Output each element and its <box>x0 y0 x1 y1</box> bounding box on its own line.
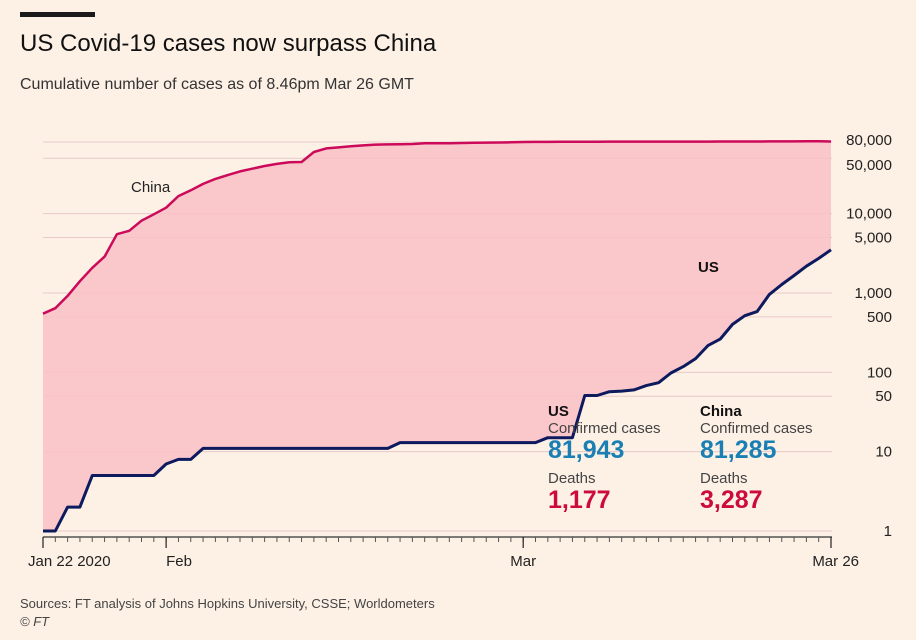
china-confirmed-value: 81,285 <box>700 436 777 464</box>
y-tick-label: 1 <box>884 523 892 540</box>
y-axis: 1 10 50 100 500 1,000 5,000 10,000 50,000 80,000 <box>846 132 892 540</box>
y-tick-label: 80,000 <box>846 132 892 149</box>
us-stats-heading: US <box>548 403 569 420</box>
credit-note: © FT <box>20 614 50 629</box>
us-confirmed-label: Confirmed cases <box>548 420 661 437</box>
china-deaths-value: 3,287 <box>700 486 763 514</box>
y-tick-label: 100 <box>867 364 892 381</box>
china-deaths-label: Deaths <box>700 470 748 487</box>
y-tick-label: 50,000 <box>846 157 892 174</box>
y-tick-label: 10 <box>875 444 892 461</box>
x-axis: Jan 22 2020 Feb Mar Mar 26 <box>28 536 859 570</box>
us-deaths-label: Deaths <box>548 470 596 487</box>
area-between-series <box>43 141 831 532</box>
us-stats: US Confirmed cases 81,943 Deaths 1,177 <box>548 403 661 514</box>
china-stats: China Confirmed cases 81,285 Deaths 3,28… <box>700 403 813 514</box>
us-deaths-value: 1,177 <box>548 486 611 514</box>
y-tick-label: 1,000 <box>854 285 892 302</box>
y-tick-label: 500 <box>867 309 892 326</box>
x-tick-label: Mar 26 <box>812 553 859 570</box>
x-tick-label: Jan 22 2020 <box>28 553 111 570</box>
brand-bar <box>20 12 95 17</box>
china-stats-heading: China <box>700 403 742 420</box>
chart-subtitle: Cumulative number of cases as of 8.46pm … <box>20 76 414 93</box>
y-tick-label: 5,000 <box>854 230 892 247</box>
chart-title: US Covid-19 cases now surpass China <box>20 30 437 57</box>
us-confirmed-value: 81,943 <box>548 436 625 464</box>
series-label-china: China <box>131 179 171 196</box>
y-tick-label: 50 <box>875 388 892 405</box>
x-tick-label: Mar <box>510 553 536 570</box>
series-line-china <box>42 140 832 315</box>
series-line-us <box>43 248 832 533</box>
y-tick-label: 10,000 <box>846 206 892 223</box>
series-label-us: US <box>698 259 719 276</box>
source-note: Sources: FT analysis of Johns Hopkins Un… <box>20 596 435 611</box>
x-tick-label: Feb <box>166 553 192 570</box>
china-confirmed-label: Confirmed cases <box>700 420 813 437</box>
